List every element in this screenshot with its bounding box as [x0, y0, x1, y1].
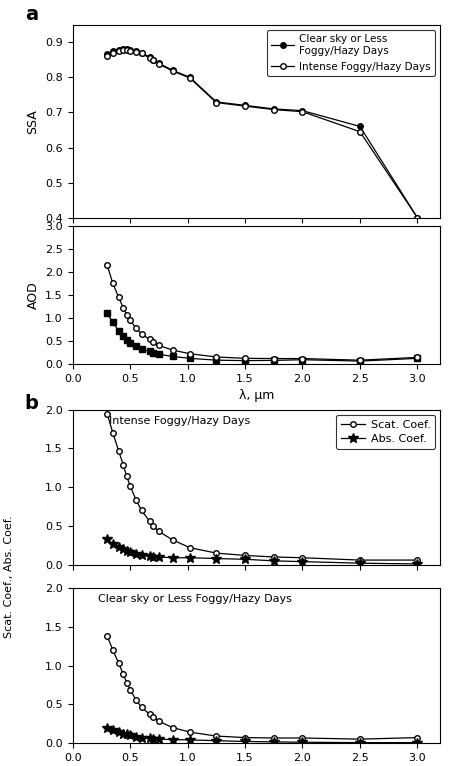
Clear sky or Less
Foggy/Hazy Days — [242, 101, 248, 110]
Clear sky or Less
Foggy/Hazy Days — [104, 50, 110, 59]
Clear sky or Less
Foggy/Hazy Days — [187, 73, 192, 82]
Abs. Coef. — [120, 545, 126, 554]
Scat. Coef. — [116, 446, 121, 455]
Abs. Coef. — [415, 559, 420, 568]
Intense Foggy/Hazy Days — [156, 60, 162, 69]
Text: Clear sky or Less Foggy/Hazy Days: Clear sky or Less Foggy/Hazy Days — [99, 594, 292, 604]
Text: Scat. Coef., Abs. Coef.: Scat. Coef., Abs. Coef. — [4, 515, 14, 637]
Clear sky or Less
Foggy/Hazy Days — [128, 45, 133, 54]
Intense Foggy/Hazy Days — [271, 105, 276, 114]
Intense Foggy/Hazy Days — [300, 107, 305, 116]
Scat. Coef. — [271, 552, 276, 561]
Abs. Coef. — [110, 539, 116, 548]
Line: Clear sky or Less
Foggy/Hazy Days: Clear sky or Less Foggy/Hazy Days — [104, 47, 420, 221]
Clear sky or Less
Foggy/Hazy Days — [300, 106, 305, 115]
Y-axis label: AOD: AOD — [27, 281, 39, 309]
Abs. Coef. — [128, 548, 133, 557]
Intense Foggy/Hazy Days — [415, 213, 420, 222]
Text: b: b — [25, 394, 39, 413]
Intense Foggy/Hazy Days — [170, 67, 175, 76]
Clear sky or Less
Foggy/Hazy Days — [116, 45, 121, 54]
Scat. Coef. — [242, 551, 248, 560]
Intense Foggy/Hazy Days — [150, 56, 156, 65]
Clear sky or Less
Foggy/Hazy Days — [170, 66, 175, 75]
Clear sky or Less
Foggy/Hazy Days — [213, 97, 219, 106]
Clear sky or Less
Foggy/Hazy Days — [133, 47, 138, 56]
Intense Foggy/Hazy Days — [187, 74, 192, 83]
Scat. Coef. — [357, 555, 363, 565]
Scat. Coef. — [104, 409, 110, 418]
Intense Foggy/Hazy Days — [139, 49, 144, 58]
Abs. Coef. — [271, 556, 276, 565]
Intense Foggy/Hazy Days — [133, 47, 138, 57]
Line: Scat. Coef.: Scat. Coef. — [104, 411, 420, 563]
Abs. Coef. — [133, 549, 138, 558]
Clear sky or Less
Foggy/Hazy Days — [415, 213, 420, 222]
Abs. Coef. — [213, 554, 219, 563]
Scat. Coef. — [124, 472, 129, 481]
Intense Foggy/Hazy Days — [147, 54, 153, 63]
Abs. Coef. — [116, 542, 121, 552]
Abs. Coef. — [300, 557, 305, 566]
Abs. Coef. — [187, 553, 192, 562]
Clear sky or Less
Foggy/Hazy Days — [156, 59, 162, 68]
Scat. Coef. — [120, 460, 126, 470]
Scat. Coef. — [415, 555, 420, 565]
X-axis label: λ, μm: λ, μm — [239, 389, 274, 402]
Clear sky or Less
Foggy/Hazy Days — [124, 44, 129, 54]
Scat. Coef. — [150, 522, 156, 531]
Text: Intense Foggy/Hazy Days: Intense Foggy/Hazy Days — [109, 416, 251, 426]
Scat. Coef. — [187, 543, 192, 552]
Scat. Coef. — [110, 428, 116, 437]
Line: Intense Foggy/Hazy Days: Intense Foggy/Hazy Days — [104, 47, 420, 221]
Abs. Coef. — [104, 535, 110, 544]
Intense Foggy/Hazy Days — [124, 45, 129, 54]
Abs. Coef. — [139, 551, 144, 560]
Scat. Coef. — [133, 495, 138, 504]
Intense Foggy/Hazy Days — [242, 101, 248, 110]
Clear sky or Less
Foggy/Hazy Days — [120, 44, 126, 54]
Scat. Coef. — [128, 481, 133, 490]
Legend: Scat. Coef., Abs. Coef.: Scat. Coef., Abs. Coef. — [336, 415, 435, 449]
Abs. Coef. — [170, 553, 175, 562]
Scat. Coef. — [213, 548, 219, 558]
Intense Foggy/Hazy Days — [116, 47, 121, 56]
Scat. Coef. — [156, 527, 162, 536]
Clear sky or Less
Foggy/Hazy Days — [271, 104, 276, 113]
Abs. Coef. — [124, 546, 129, 555]
Intense Foggy/Hazy Days — [357, 127, 363, 136]
Intense Foggy/Hazy Days — [110, 48, 116, 57]
Legend: Clear sky or Less
Foggy/Hazy Days, Intense Foggy/Hazy Days: Clear sky or Less Foggy/Hazy Days, Inten… — [267, 30, 435, 76]
Abs. Coef. — [150, 552, 156, 561]
Intense Foggy/Hazy Days — [213, 98, 219, 107]
Intense Foggy/Hazy Days — [120, 45, 126, 54]
Clear sky or Less
Foggy/Hazy Days — [357, 122, 363, 131]
Scat. Coef. — [170, 535, 175, 545]
Abs. Coef. — [242, 555, 248, 564]
Clear sky or Less
Foggy/Hazy Days — [110, 47, 116, 56]
Intense Foggy/Hazy Days — [128, 46, 133, 55]
Scat. Coef. — [139, 506, 144, 515]
Intense Foggy/Hazy Days — [104, 51, 110, 61]
Abs. Coef. — [156, 552, 162, 561]
Text: a: a — [25, 5, 38, 25]
Clear sky or Less
Foggy/Hazy Days — [139, 48, 144, 57]
Line: Abs. Coef.: Abs. Coef. — [102, 534, 422, 569]
Scat. Coef. — [300, 553, 305, 562]
Clear sky or Less
Foggy/Hazy Days — [147, 52, 153, 61]
Abs. Coef. — [147, 552, 153, 561]
Y-axis label: SSA: SSA — [27, 109, 39, 133]
Abs. Coef. — [357, 558, 363, 568]
Clear sky or Less
Foggy/Hazy Days — [150, 55, 156, 64]
Scat. Coef. — [147, 517, 153, 526]
